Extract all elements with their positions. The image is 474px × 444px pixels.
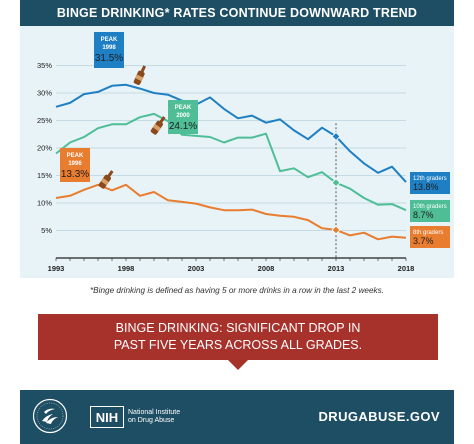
marker-2013 xyxy=(331,225,341,235)
nih-logo-icon: NIH xyxy=(90,406,124,428)
x-tick-label: 2018 xyxy=(398,264,415,273)
peak-value: 24.1% xyxy=(169,121,197,132)
y-tick-label: 35% xyxy=(37,61,52,70)
peak-title: PEAK xyxy=(67,153,84,159)
marker-2013 xyxy=(331,131,341,142)
bottle-label xyxy=(135,74,144,82)
peak-year: 2000 xyxy=(176,113,190,119)
series-line-3 xyxy=(55,183,407,241)
bottle-label xyxy=(152,123,161,132)
footnote: *Binge drinking is defined as having 5 o… xyxy=(90,286,384,295)
bottle-icon xyxy=(98,170,114,189)
peak-title: PEAK xyxy=(101,37,118,43)
hhs-seal-icon[interactable] xyxy=(32,398,68,434)
y-tick-label: 30% xyxy=(37,89,52,98)
x-tick-label: 2008 xyxy=(258,264,275,273)
peak-value: 13.3% xyxy=(61,169,89,180)
nih-org-name: National Institute on Drug Abuse xyxy=(128,409,180,426)
page-title: BINGE DRINKING* RATES CONTINUE DOWNWARD … xyxy=(20,0,454,26)
marker-2013 xyxy=(331,178,341,188)
end-badge xyxy=(410,172,450,194)
y-tick-label: 25% xyxy=(37,116,52,125)
nih-org-line-2: on Drug Abuse xyxy=(128,417,175,424)
end-badge-value: 8.7% xyxy=(413,210,434,220)
callout-line-2: PAST FIVE YEARS ACROSS ALL GRADES. xyxy=(113,338,363,352)
x-tick-label: 2003 xyxy=(188,264,205,273)
end-badge-label: 12th graders xyxy=(413,176,447,182)
callout-arrow xyxy=(228,360,248,370)
callout-banner: BINGE DRINKING: SIGNIFICANT DROP IN PAST… xyxy=(38,314,438,360)
bottle-neck xyxy=(159,116,166,124)
line-chart: 5% 10% 15% 20% 25% 30% 35% 1993 1998 2003 2008 2013… xyxy=(37,32,450,273)
end-badge xyxy=(410,226,450,248)
y-tick-label: 15% xyxy=(37,171,52,180)
x-tick-label: 1993 xyxy=(48,264,65,273)
nih-org-line-1: National Institute xyxy=(128,408,181,416)
peak-title: PEAK xyxy=(175,105,192,111)
website-link[interactable]: DRUGABUSE.GOV xyxy=(318,409,440,424)
peak-badge xyxy=(94,32,124,68)
end-badge-value: 3.7% xyxy=(413,236,434,246)
nih-brand[interactable]: NIH National Institute on Drug Abuse xyxy=(90,404,180,430)
end-badge-value: 13.8% xyxy=(413,182,439,192)
end-badge xyxy=(410,200,450,222)
bottle-icon xyxy=(150,116,166,135)
bottle-neck xyxy=(140,65,147,74)
x-tick-label: 2013 xyxy=(328,264,345,273)
x-tick-label: 1998 xyxy=(118,264,135,273)
y-tick-label: 5% xyxy=(41,226,52,235)
bottle-label xyxy=(100,177,109,186)
footer: NIH National Institute on Drug Abuse DRU… xyxy=(20,390,454,444)
end-badge-label: 8th graders xyxy=(413,230,443,236)
y-tick-label: 10% xyxy=(37,199,52,208)
peak-badge xyxy=(60,148,90,182)
peak-badge xyxy=(168,100,198,134)
end-badge-label: 10th graders xyxy=(413,204,447,210)
peak-year: 1998 xyxy=(102,45,116,51)
bottle-neck xyxy=(107,170,114,178)
peak-year: 1996 xyxy=(68,161,82,167)
y-tick-label: 20% xyxy=(37,144,52,153)
nih-logo-text: NIH xyxy=(96,410,118,425)
chart-panel: 5% 10% 15% 20% 25% 30% 35% 1993 1998 2003 2008 2013… xyxy=(20,26,454,278)
series-line-2 xyxy=(55,112,407,212)
bottle-icon xyxy=(133,65,147,85)
peak-value: 31.5% xyxy=(95,53,123,64)
series-line-1 xyxy=(55,83,407,183)
callout-line-1: BINGE DRINKING: SIGNIFICANT DROP IN xyxy=(115,321,361,335)
